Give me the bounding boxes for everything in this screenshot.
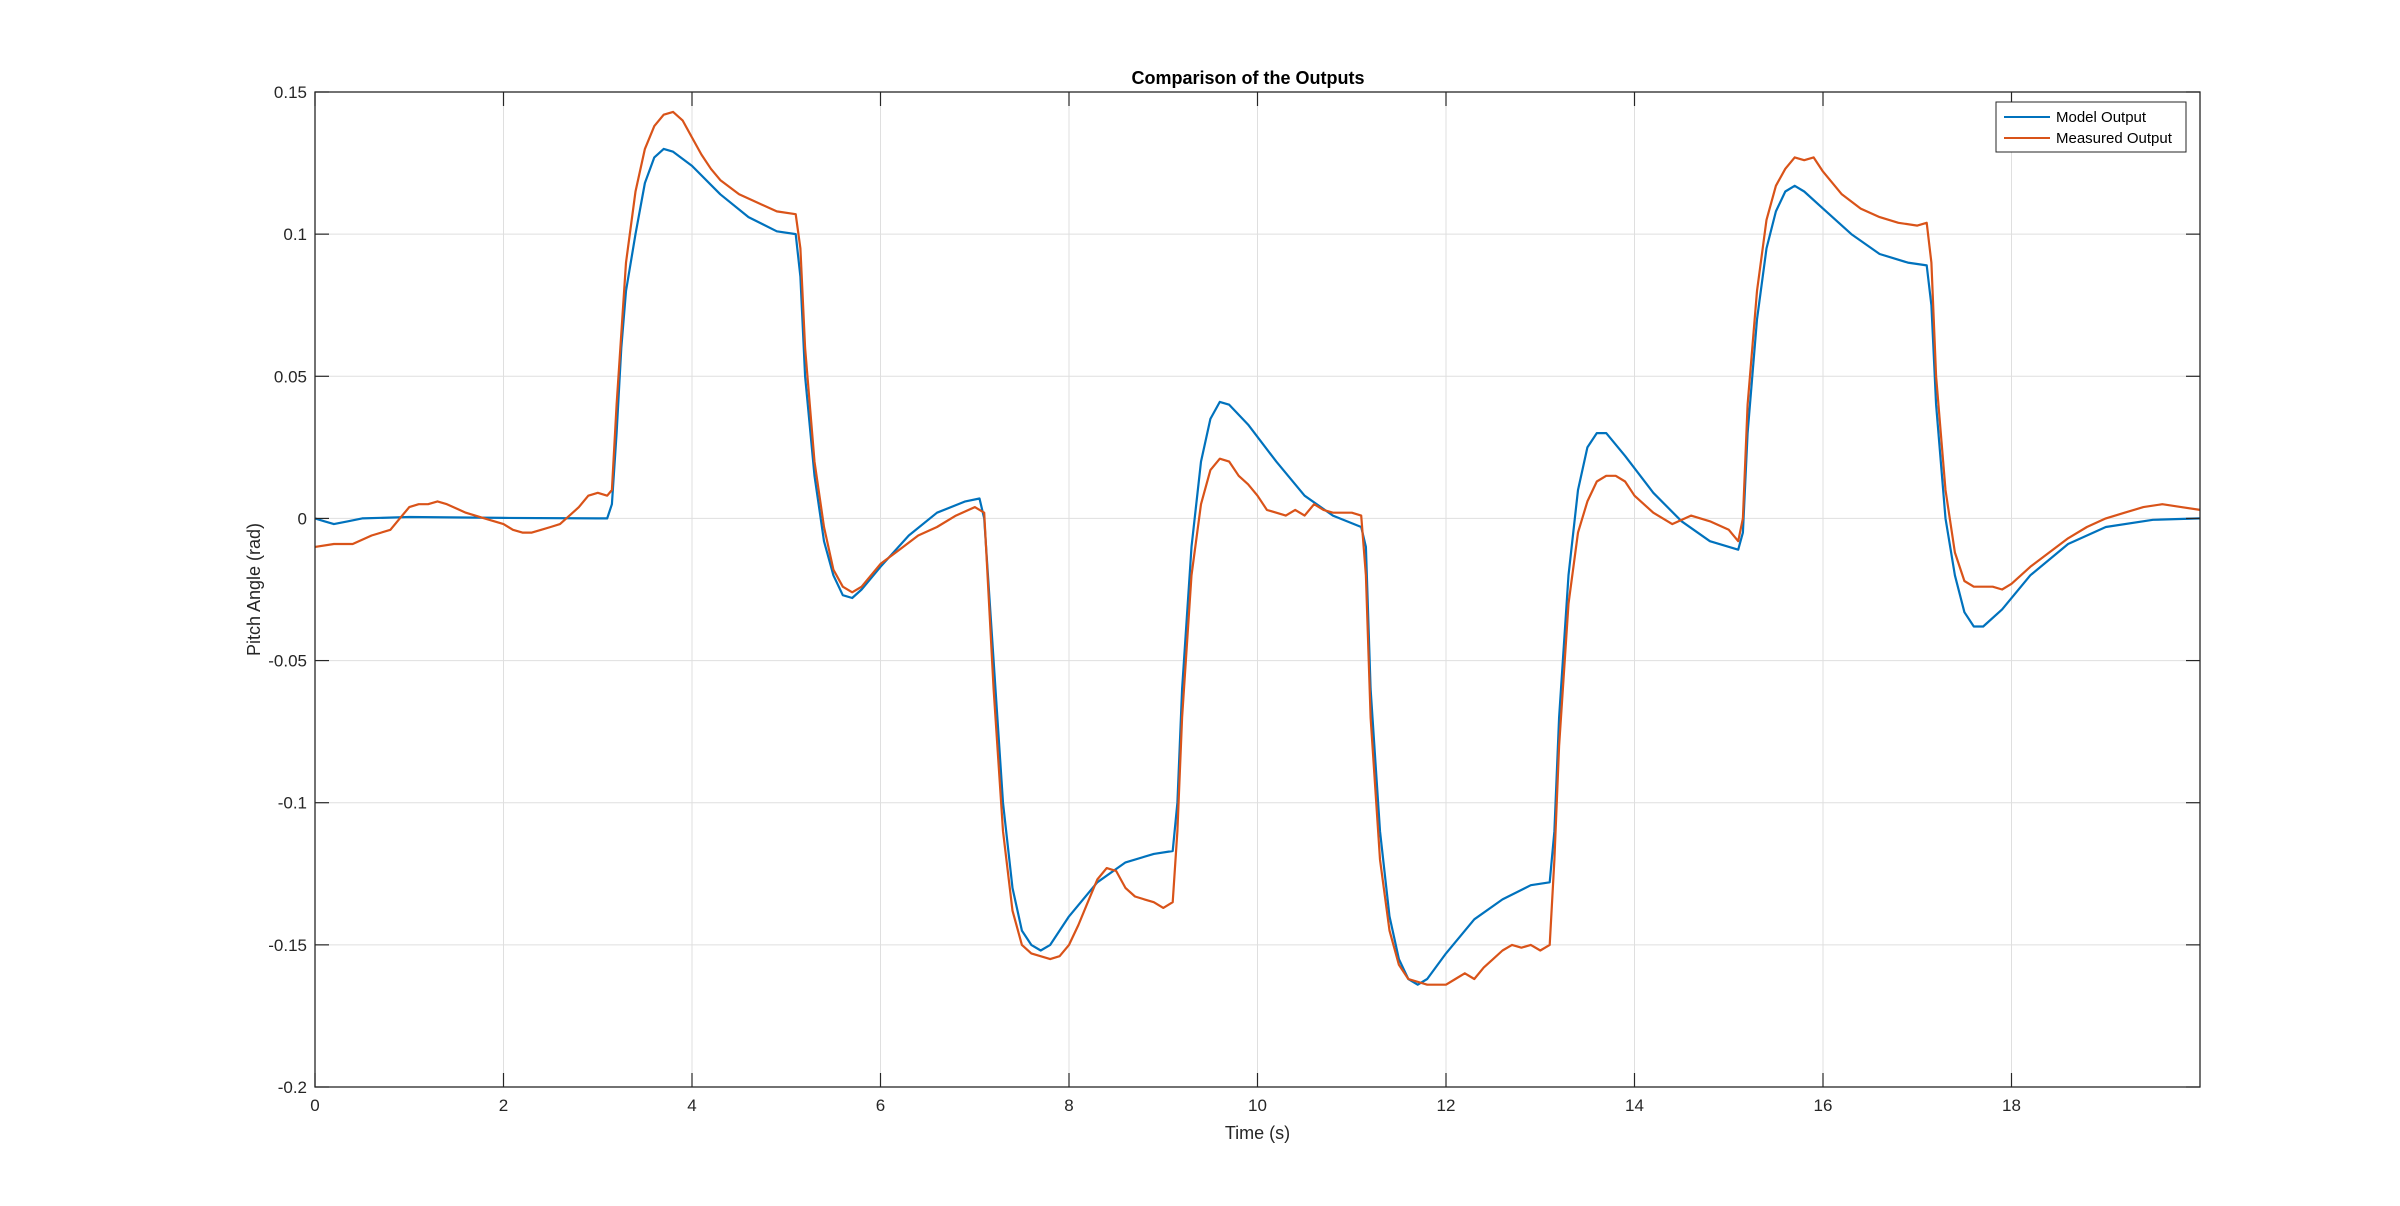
y-tick-labels: 0.15 0.1 0.05 0 -0.05 -0.1 -0.15 -0.2: [268, 83, 307, 1097]
x-tick-label: 8: [1064, 1096, 1073, 1115]
y-tick-label: -0.05: [268, 652, 307, 671]
y-axis-label: Pitch Angle (rad): [244, 523, 264, 656]
y-tick-label: 0.05: [274, 367, 307, 386]
legend: Model Output Measured Output: [1995, 101, 2187, 153]
series-lines: [314, 110, 2201, 986]
plot-frame: [314, 91, 2201, 1088]
x-tick-label: 2: [499, 1096, 508, 1115]
y-tick-label: 0.1: [283, 225, 307, 244]
y-tick-label: -0.15: [268, 936, 307, 955]
x-tick-label: 18: [2002, 1096, 2021, 1115]
x-tick-label: 10: [1248, 1096, 1267, 1115]
x-tick-label: 0: [310, 1096, 319, 1115]
y-tick-label: 0.15: [274, 83, 307, 102]
x-tick-label: 4: [687, 1096, 696, 1115]
chart-title: Comparison of the Outputs: [1132, 68, 1365, 88]
x-tick-label: 6: [876, 1096, 885, 1115]
x-tick-label: 12: [1437, 1096, 1456, 1115]
y-tick-label: -0.1: [278, 794, 307, 813]
x-tick-labels: 0 2 4 6 8 10 12 14 16 18: [310, 1096, 2021, 1115]
y-tick-label: 0: [298, 509, 307, 528]
series-line-measured-output: [314, 110, 2201, 986]
x-tick-label: 16: [1814, 1096, 1833, 1115]
x-tick-label: 14: [1625, 1096, 1644, 1115]
x-axis-label: Time (s): [1225, 1123, 1290, 1143]
series-line-model-output: [314, 147, 2201, 986]
legend-box: [1995, 101, 2187, 153]
legend-label-measured-output: Measured Output: [2056, 130, 2173, 147]
y-tick-label: -0.2: [278, 1078, 307, 1097]
legend-label-model-output: Model Output: [2056, 109, 2147, 126]
